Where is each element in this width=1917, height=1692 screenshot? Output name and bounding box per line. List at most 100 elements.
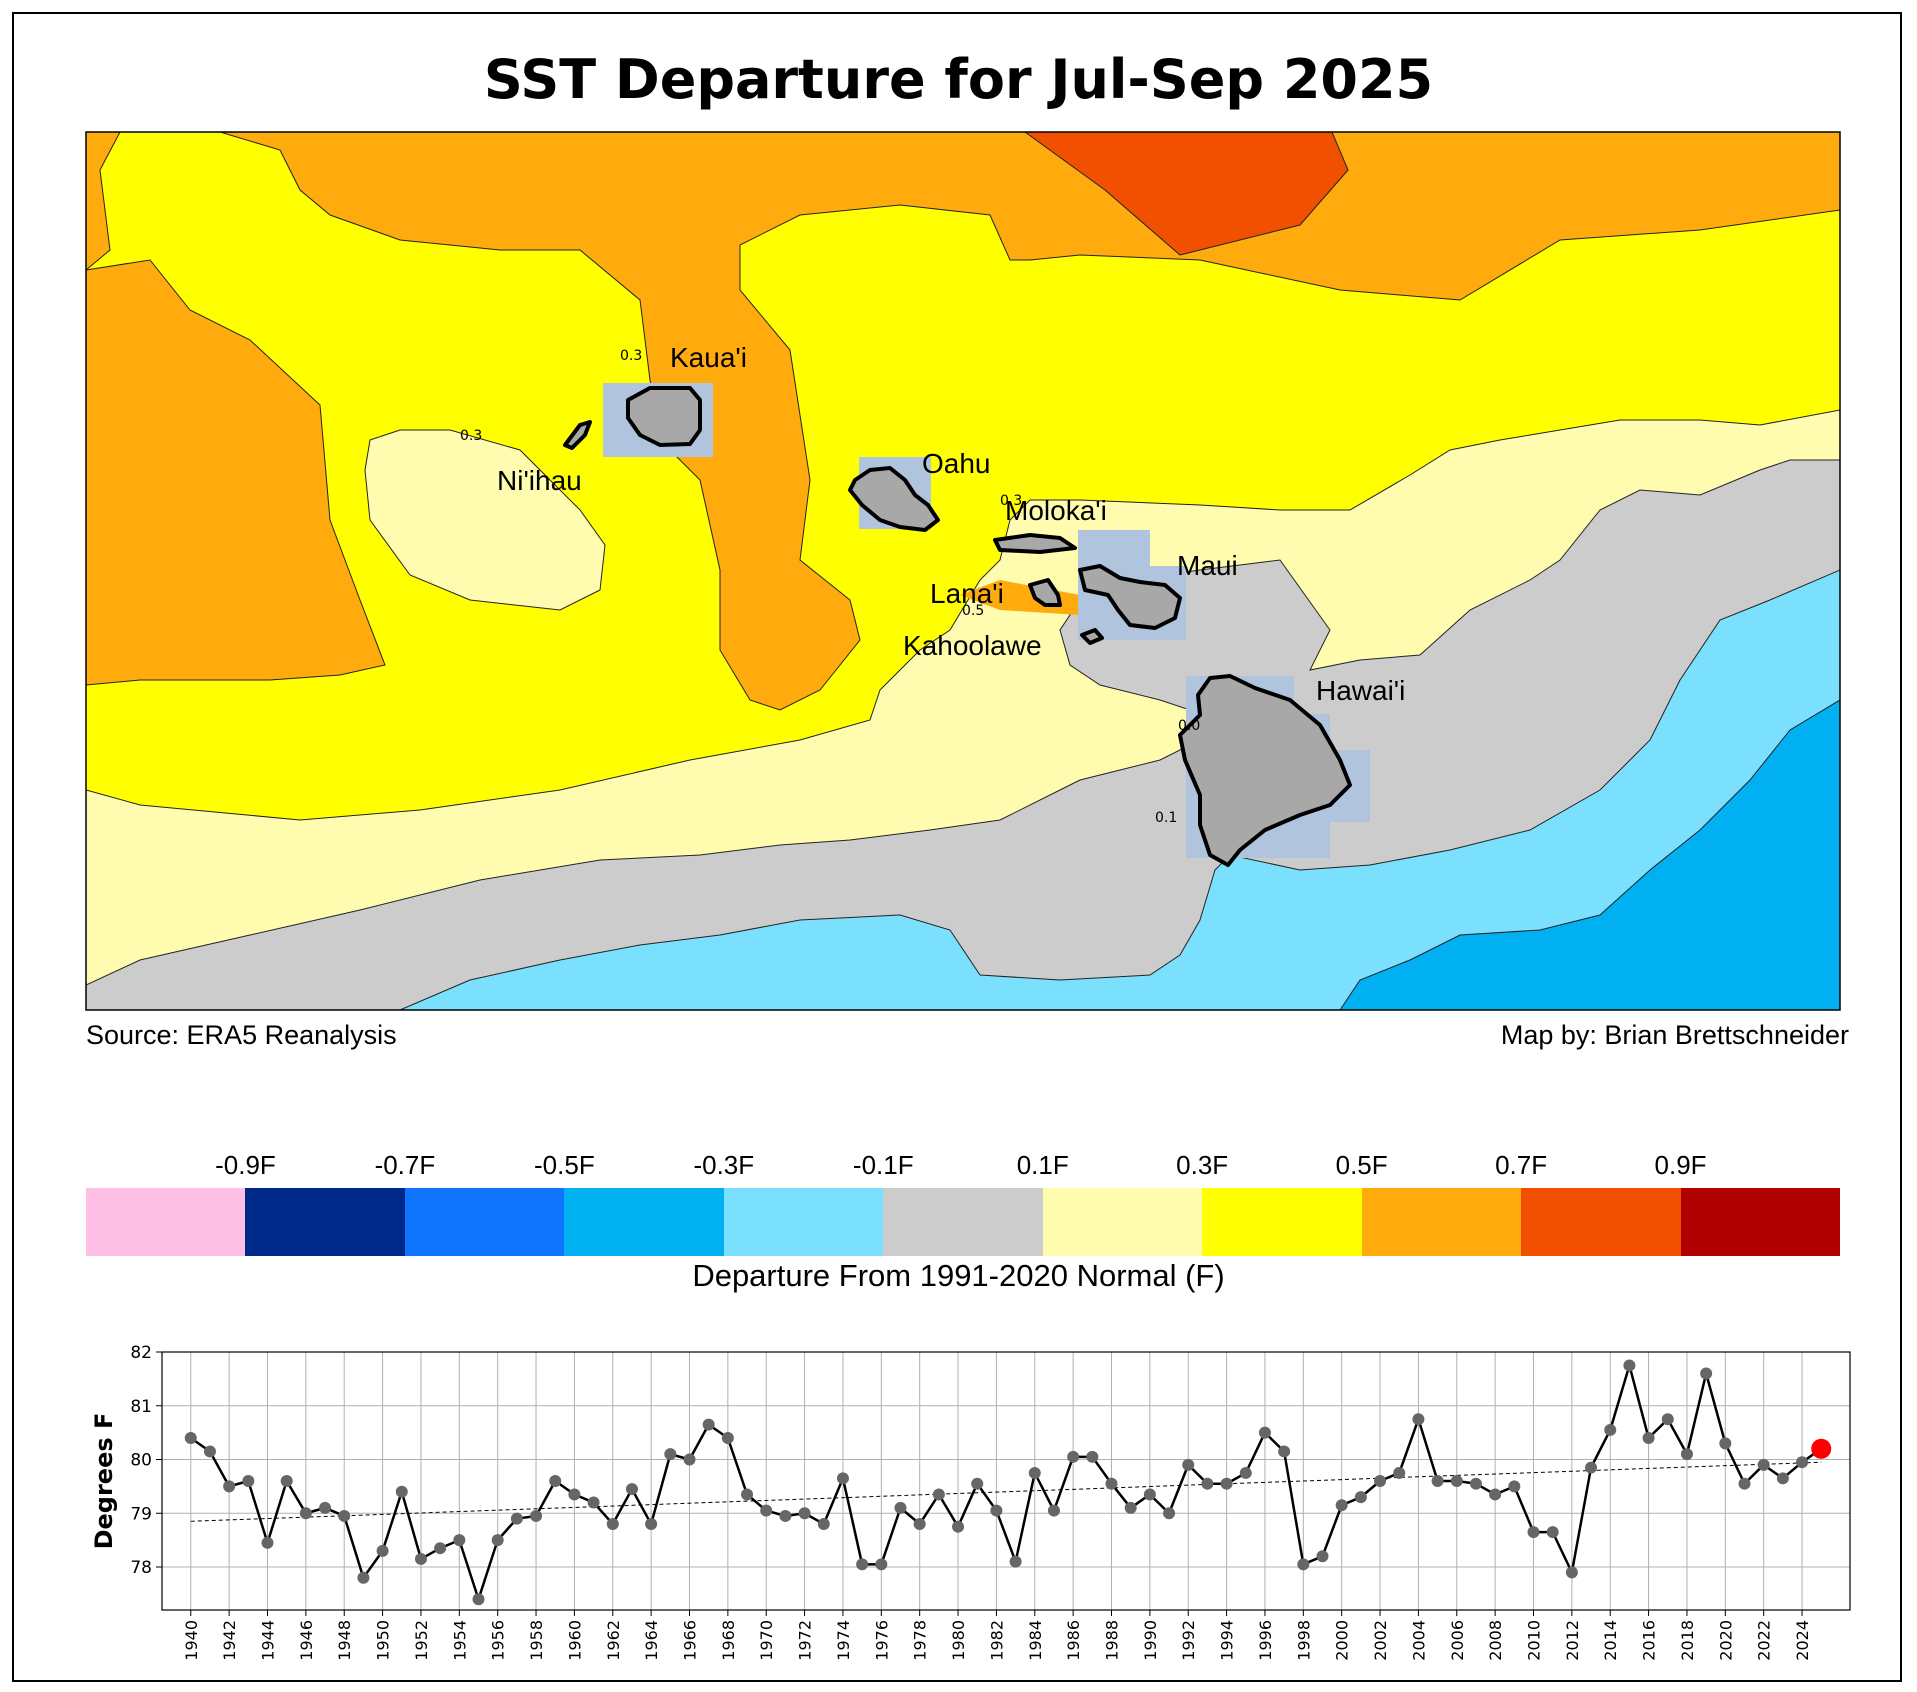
x-tick-label: 1980	[949, 1620, 968, 1661]
colorbar-bin	[883, 1188, 1043, 1256]
data-point	[1047, 1504, 1060, 1517]
data-point	[299, 1507, 312, 1520]
x-tick-label: 1942	[220, 1620, 239, 1661]
x-tick-label: 1992	[1179, 1620, 1198, 1661]
data-point	[1661, 1413, 1674, 1426]
data-point	[894, 1501, 907, 1514]
maui-island	[1078, 564, 1182, 630]
data-point	[453, 1534, 466, 1547]
colorbar-bin	[404, 1188, 565, 1256]
y-tick-label: 79	[130, 1504, 152, 1524]
data-point	[760, 1504, 773, 1517]
data-point	[1680, 1448, 1693, 1461]
trend-line	[190, 1461, 1822, 1522]
x-tick-label: 2022	[1755, 1620, 1774, 1661]
x-tick-label: 1940	[182, 1620, 201, 1661]
x-tick-label: 1994	[1218, 1620, 1237, 1661]
data-point	[261, 1536, 274, 1549]
colorbar-bin	[245, 1188, 405, 1256]
x-tick-label: 1970	[757, 1620, 776, 1661]
oahu-island	[848, 466, 940, 532]
kahoolawe-island	[1080, 628, 1104, 645]
x-tick-label: 1998	[1294, 1620, 1313, 1661]
colorbar-bin	[564, 1188, 724, 1256]
molokai-island	[993, 533, 1077, 554]
sst-map: 0.3 0.3 0.3 0.5 0.0 0.1 Kaua'i Ni'ihau O…	[85, 131, 1841, 1011]
data-point	[1565, 1566, 1578, 1579]
colorbar-tick-label: -0.5F	[534, 1150, 595, 1180]
label-molokai: Moloka'i	[1005, 495, 1107, 526]
data-point	[1163, 1507, 1176, 1520]
map-zone-red	[1024, 132, 1349, 256]
data-point	[1374, 1475, 1387, 1487]
data-point	[1700, 1367, 1713, 1380]
data-point	[1124, 1501, 1137, 1514]
colorbar-bin	[1042, 1188, 1203, 1256]
data-point	[203, 1445, 216, 1458]
x-tick-label: 1964	[642, 1620, 661, 1661]
data-point	[1143, 1488, 1156, 1501]
data-point	[1623, 1359, 1636, 1372]
y-tick-label: 81	[130, 1397, 152, 1417]
data-point	[664, 1448, 677, 1461]
x-tick-label: 1954	[450, 1620, 469, 1661]
data-point	[1412, 1413, 1425, 1426]
colorbar-bin	[1361, 1188, 1522, 1256]
data-point	[990, 1504, 1003, 1517]
colorbar-tick-label: 0.1F	[1016, 1150, 1069, 1180]
map-title: SST Departure for Jul-Sep 2025	[483, 48, 1434, 111]
data-point	[1431, 1475, 1444, 1487]
figure-frame	[12, 12, 1902, 1682]
data-point	[1278, 1445, 1291, 1458]
data-point	[932, 1488, 945, 1501]
colorbar-bin	[723, 1188, 884, 1256]
x-tick-label: 1958	[527, 1620, 546, 1661]
niihau-island	[563, 420, 592, 450]
x-tick-label: 1990	[1141, 1620, 1160, 1661]
data-point	[1508, 1480, 1521, 1493]
x-tick-label: 1982	[987, 1620, 1006, 1661]
data-point	[1642, 1432, 1655, 1444]
colorbar-bin	[1521, 1188, 1681, 1256]
data-point	[1469, 1477, 1482, 1490]
y-tick-label: 78	[130, 1558, 152, 1578]
x-tick-label: 2012	[1563, 1620, 1582, 1661]
data-point	[1297, 1558, 1310, 1571]
colorbar-tick-label: -0.3F	[693, 1150, 755, 1180]
x-tick-label: 1978	[911, 1620, 930, 1661]
data-point	[1028, 1466, 1041, 1479]
colorbar	[86, 1188, 1840, 1256]
data-point	[1354, 1491, 1367, 1504]
credit-caption: Map by: Brian Brettschneider	[1500, 1020, 1849, 1050]
lanai-island	[1028, 578, 1062, 607]
data-point	[971, 1477, 984, 1490]
label-hawaii: Hawai'i	[1316, 675, 1405, 706]
y-tick-label: 80	[130, 1451, 152, 1471]
data-point	[1239, 1466, 1252, 1479]
label-oahu: Oahu	[922, 448, 991, 479]
data-point	[1796, 1456, 1809, 1469]
contour-label-hawaii-a: 0.0	[1178, 718, 1200, 734]
data-point	[1316, 1550, 1329, 1563]
data-point	[1719, 1437, 1732, 1450]
data-point	[856, 1558, 869, 1571]
sst-timeseries-chart: 1940 1942 1944 1946 1948 1950 1952 1954 1956 1958…	[90, 1343, 1851, 1661]
data-point	[1086, 1450, 1099, 1463]
colorbar-tick-label: 0.3F	[1176, 1150, 1229, 1180]
data-point	[683, 1453, 696, 1466]
colorbar-bin	[86, 1188, 246, 1256]
colorbar-bin	[1202, 1188, 1362, 1256]
label-lanai: Lana'i	[930, 578, 1004, 609]
data-point	[606, 1518, 619, 1530]
data-point	[530, 1509, 543, 1522]
x-tick-label: 1986	[1064, 1620, 1083, 1661]
data-point	[338, 1509, 351, 1522]
data-point	[319, 1501, 332, 1514]
colorbar-bin	[1680, 1188, 1840, 1256]
data-point	[1335, 1499, 1348, 1512]
data-point	[491, 1534, 504, 1547]
x-tick-label: 1968	[719, 1620, 738, 1661]
data-point	[184, 1432, 197, 1444]
data-point	[472, 1593, 485, 1606]
x-tick-label: 1966	[681, 1620, 700, 1661]
